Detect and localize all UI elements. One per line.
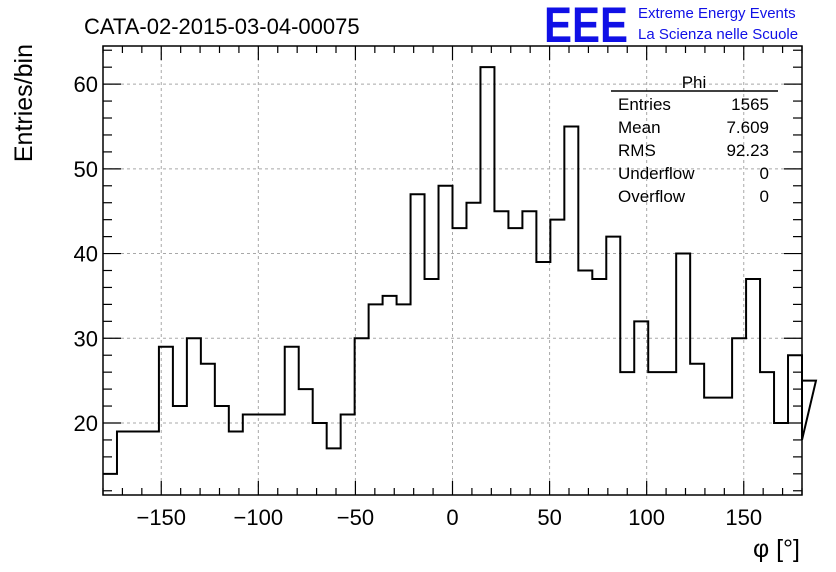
- histogram-bin: [480, 67, 494, 495]
- brand-line-1: Extreme Energy Events: [638, 5, 796, 22]
- histogram-bin: [620, 372, 634, 495]
- x-tick-label: 100: [628, 505, 665, 530]
- histogram-bin: [634, 321, 648, 495]
- histogram-bin: [494, 211, 508, 495]
- y-tick-label: 50: [74, 157, 98, 182]
- histogram-bin: [271, 415, 285, 495]
- histogram-bin: [648, 372, 662, 495]
- histogram-bin: [606, 237, 620, 495]
- x-tick-label: 50: [537, 505, 561, 530]
- histogram: [103, 66, 818, 496]
- histogram-bin: [285, 347, 299, 495]
- histogram-bin: [145, 431, 159, 495]
- brand-line-2: La Scienza nelle Scuole: [638, 26, 798, 43]
- x-axis-title: φ [°]: [753, 535, 800, 563]
- histogram-bin: [369, 304, 383, 495]
- stats-title: Phi: [682, 73, 707, 92]
- chart-title: CATA-02-2015-03-04-00075: [84, 14, 360, 39]
- histogram-bin: [215, 406, 229, 495]
- histogram-bin: [760, 372, 774, 495]
- histogram-bin: [676, 254, 690, 495]
- axis-ticks: [102, 46, 803, 495]
- x-tick-label: −50: [337, 505, 374, 530]
- histogram-bin: [690, 364, 704, 495]
- histogram-bin: [397, 304, 411, 495]
- histogram-line: [103, 66, 818, 475]
- histogram-bin: [774, 423, 788, 495]
- histogram-bin: [243, 415, 257, 495]
- histogram-bin: [117, 431, 131, 495]
- histogram-bin: [592, 279, 606, 495]
- histogram-bin: [718, 398, 732, 495]
- histogram-bin: [383, 296, 397, 495]
- stats-label: Overflow: [618, 187, 686, 206]
- histogram-bin: [662, 372, 676, 495]
- stats-value: 0: [760, 164, 769, 183]
- stats-value: 7.609: [726, 118, 769, 137]
- histogram-bin: [704, 398, 718, 495]
- stats-value: 92.23: [726, 141, 769, 160]
- stats-label: RMS: [618, 141, 656, 160]
- histogram-bin: [411, 194, 425, 495]
- histogram-bin: [746, 279, 760, 495]
- y-tick-label: 20: [74, 411, 98, 436]
- histogram-bin: [229, 431, 243, 495]
- x-tick-label: 0: [446, 505, 458, 530]
- stats-value: 0: [760, 187, 769, 206]
- histogram-bin: [341, 415, 355, 495]
- tick-labels: −150 −100 −50 0 50 100 150 20 30 40 50 60: [74, 72, 763, 530]
- x-tick-label: 150: [725, 505, 762, 530]
- histogram-bin: [131, 431, 145, 495]
- histogram-bin: [550, 220, 564, 495]
- histogram-bin: [439, 186, 453, 495]
- histogram-bin: [355, 338, 369, 495]
- histogram-bin: [327, 448, 341, 495]
- histogram-bin: [508, 228, 522, 495]
- histogram-bin: [536, 262, 550, 495]
- histogram-bin: [522, 211, 536, 495]
- histogram-bin: [201, 364, 215, 495]
- y-tick-label: 60: [74, 72, 98, 97]
- histogram-bin: [299, 389, 313, 495]
- histogram-bin: [159, 347, 173, 495]
- y-axis-title: Entries/bin: [10, 44, 38, 162]
- y-tick-label: 40: [74, 242, 98, 267]
- histogram-bin: [173, 406, 187, 495]
- stats-label: Underflow: [618, 164, 695, 183]
- stats-box: Phi Entries 1565 Mean 7.609 RMS 92.23 Underflo…: [611, 73, 778, 206]
- histogram-bin: [187, 338, 201, 495]
- stats-value: 1565: [731, 95, 769, 114]
- x-tick-label: −100: [234, 505, 284, 530]
- eee-logo: EEE: [544, 0, 628, 53]
- x-tick-label: −150: [136, 505, 186, 530]
- histogram-bin: [578, 271, 592, 496]
- histogram-bin: [466, 203, 480, 495]
- stats-label: Entries: [618, 95, 671, 114]
- histogram-bin: [453, 228, 467, 495]
- histogram-bin: [732, 338, 746, 495]
- histogram-bin: [564, 126, 578, 495]
- histogram-bin: [425, 279, 439, 495]
- histogram-bin: [313, 423, 327, 495]
- histogram-bin: [103, 474, 117, 495]
- stats-label: Mean: [618, 118, 661, 137]
- y-tick-label: 30: [74, 326, 98, 351]
